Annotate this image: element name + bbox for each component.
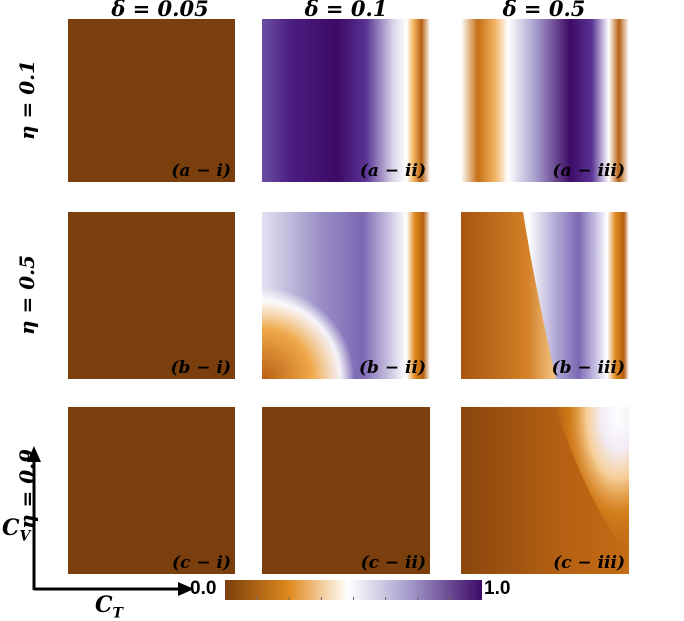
y-axis-label: CV [2, 515, 31, 545]
heatmap-panel-a-iii: (a − iii) [461, 19, 629, 182]
heatmap-panel-b-i: (b − i) [68, 212, 235, 379]
heatmap-panel-c-ii: (c − ii) [262, 407, 430, 574]
panel-label-a-iii: (a − iii) [552, 161, 625, 181]
panel-label-b-iii: (b − iii) [551, 358, 625, 378]
heatmap-panel-c-i: (c − i) [68, 407, 235, 574]
heatmap-panel-c-iii: (c − iii) [461, 407, 629, 574]
colorbar [225, 580, 482, 600]
panel-label-b-i: (b − i) [170, 358, 231, 378]
column-label-delta-0-1: δ = 0.1 [304, 0, 388, 21]
column-label-delta-0-5: δ = 0.5 [502, 0, 586, 21]
heatmap-panel-a-i: (a − i) [68, 19, 235, 182]
colorbar-min-label: 0.0 [190, 578, 217, 599]
heatmap-panel-a-ii: (a − ii) [262, 19, 430, 182]
panel-label-c-ii: (c − ii) [360, 553, 426, 573]
panel-label-b-ii: (b − ii) [359, 358, 426, 378]
heatmap-panel-b-ii: (b − ii) [262, 212, 430, 379]
panel-label-a-i: (a − i) [171, 161, 231, 181]
column-label-delta-0-05: δ = 0.05 [111, 0, 209, 21]
y-axis-arrowhead [27, 446, 41, 462]
panel-label-c-iii: (c − iii) [553, 553, 625, 573]
panel-label-a-ii: (a − ii) [359, 161, 426, 181]
x-axis-arrowhead [178, 582, 194, 596]
x-axis-label: CT [95, 592, 123, 621]
colorbar-max-label: 1.0 [484, 578, 511, 599]
panel-label-c-i: (c − i) [172, 553, 231, 573]
heatmap-panel-b-iii: (b − iii) [461, 212, 629, 379]
